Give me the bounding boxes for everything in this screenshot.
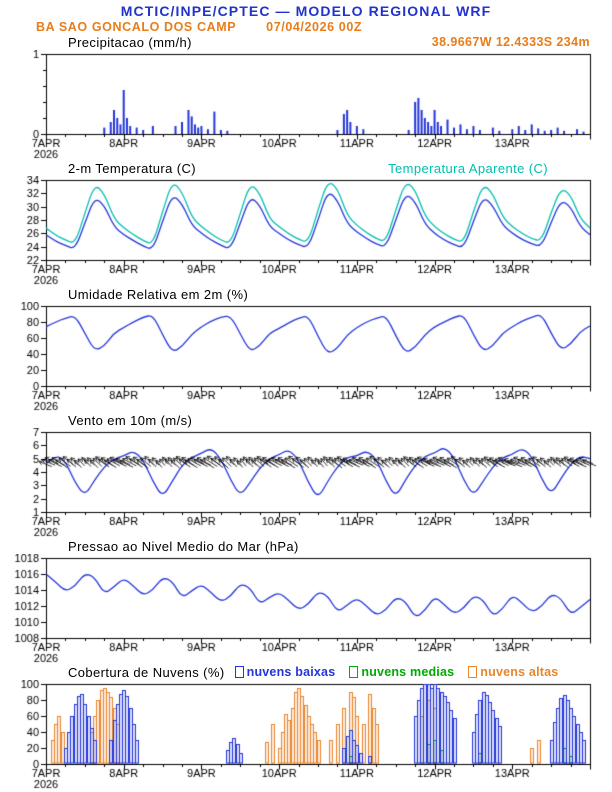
panel-title-pressure: Pressao ao Nivel Medio do Mar (hPa) (68, 538, 299, 554)
high-clouds-swatch-icon (468, 666, 478, 678)
page-title: MCTIC/INPE/CPTEC — MODELO REGIONAL WRF (120, 3, 492, 19)
precipitation-chart (0, 50, 612, 160)
panel-title-wind: Vento em 10m (m/s) (68, 412, 193, 428)
panel-temperature: 2-m Temperatura (C) Temperatura Aparente… (0, 160, 612, 286)
legend-high-clouds-label: nuvens altas (480, 665, 559, 679)
station-header: BA SAO GONCALO DOS CAMP 07/04/2026 00Z (0, 20, 612, 34)
cloud-legend: nuvens baixas nuvens medias nuvens altas (234, 665, 559, 679)
panel-clouds: Cobertura de Nuvens (%) nuvens baixas nu… (0, 664, 612, 790)
cloud-cover-chart (0, 680, 612, 790)
panel-title-clouds: Cobertura de Nuvens (%) (68, 664, 225, 680)
legend-mid-clouds-label: nuvens medias (361, 665, 455, 679)
panel-wind: Vento em 10m (m/s) (0, 412, 612, 538)
legend-mid-clouds: nuvens medias (349, 665, 454, 679)
panel-title-temperature: 2-m Temperatura (C) (68, 160, 197, 176)
low-clouds-swatch-icon (234, 666, 244, 678)
station-coordinates: 38.9667W 12.4333S 234m (431, 35, 590, 49)
station-name: BA SAO GONCALO DOS CAMP (36, 20, 237, 34)
panel-humidity: Umidade Relativa em 2m (%) (0, 286, 612, 412)
page-header: MCTIC/INPE/CPTEC — MODELO REGIONAL WRF B… (0, 0, 612, 34)
panel-title-precipitation: Precipitacao (mm/h) (68, 34, 192, 50)
humidity-chart (0, 302, 612, 412)
model-run-datetime: 07/04/2026 00Z (266, 20, 363, 34)
mid-clouds-swatch-icon (349, 666, 359, 678)
temperature-chart (0, 176, 612, 286)
panel-pressure: Pressao ao Nivel Medio do Mar (hPa) (0, 538, 612, 664)
pressure-chart (0, 554, 612, 664)
legend-low-clouds: nuvens baixas (234, 665, 336, 679)
panel-title-humidity: Umidade Relativa em 2m (%) (68, 286, 249, 302)
panel-precipitation: Precipitacao (mm/h) 38.9667W 12.4333S 23… (0, 34, 612, 160)
wind-chart (0, 428, 612, 538)
legend-low-clouds-label: nuvens baixas (246, 665, 336, 679)
legend-high-clouds: nuvens altas (468, 665, 558, 679)
apparent-temp-label: Temperatura Aparente (C) (388, 160, 548, 176)
